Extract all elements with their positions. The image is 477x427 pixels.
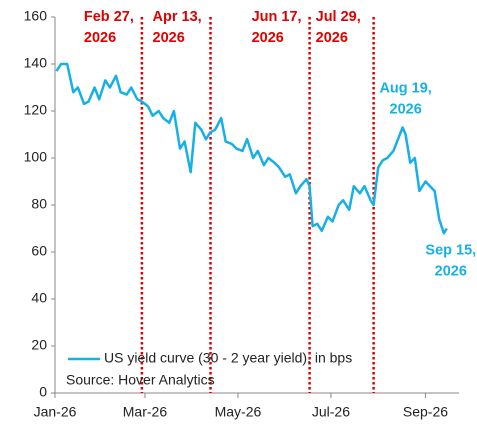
x-tick-label: May-26 — [215, 404, 262, 420]
point-label: Aug 19, — [379, 80, 431, 96]
y-tick-label: 120 — [24, 102, 48, 118]
y-tick-label: 140 — [24, 55, 48, 71]
point-label: 2026 — [435, 263, 467, 279]
x-tick-label: Jan-26 — [34, 404, 77, 420]
x-tick-label: Sep-26 — [403, 404, 448, 420]
event-label: 2026 — [153, 30, 185, 46]
y-tick-label: 20 — [31, 337, 47, 353]
point-label: 2026 — [390, 101, 422, 117]
event-label: 2026 — [316, 30, 348, 46]
event-label: Jul 29, — [316, 9, 361, 25]
y-tick-label: 160 — [24, 8, 48, 24]
event-label: 2026 — [252, 30, 284, 46]
y-tick-label: 40 — [31, 290, 47, 306]
event-label: 2026 — [84, 30, 116, 46]
x-tick-label: Mar-26 — [123, 404, 168, 420]
source-note: Source: Hover Analytics — [66, 372, 215, 388]
point-label: Sep 15, — [425, 242, 476, 258]
series-line — [55, 62, 448, 235]
event-label: Apr 13, — [153, 9, 202, 25]
y-tick-label: 0 — [39, 384, 47, 400]
event-label: Feb 27, — [84, 9, 134, 25]
y-tick-label: 80 — [31, 196, 47, 212]
y-tick-label: 60 — [31, 243, 47, 259]
event-label: Jun 17, — [252, 9, 302, 25]
legend-label: US yield curve (30 - 2 year yield), in b… — [104, 350, 352, 366]
x-tick-label: Jul-26 — [312, 404, 350, 420]
y-tick-label: 100 — [24, 149, 48, 165]
